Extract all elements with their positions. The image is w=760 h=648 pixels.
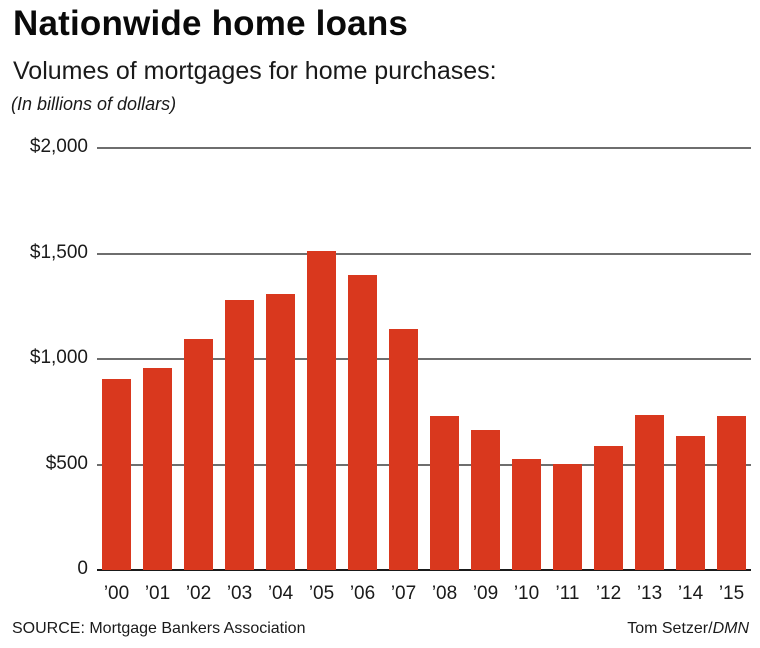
x-tick-label: ’12	[595, 583, 622, 604]
x-tick-label: ’10	[513, 583, 540, 604]
chart-title: Nationwide home loans	[13, 4, 409, 43]
x-tick-label: ’11	[555, 583, 580, 604]
bar	[430, 415, 459, 570]
bar	[102, 379, 131, 570]
x-axis-baseline	[97, 569, 751, 571]
bar	[676, 436, 705, 570]
x-tick-label: ’05	[308, 583, 335, 604]
y-tick-label: $2,000	[29, 136, 88, 157]
x-tick-label: ’09	[472, 583, 499, 604]
bar	[717, 415, 746, 570]
x-tick-label: ’06	[349, 583, 376, 604]
y-tick-label: $500	[45, 452, 88, 474]
credit-name: Tom Setzer/	[627, 620, 713, 637]
gridline	[97, 463, 751, 466]
bar	[471, 430, 500, 570]
bar	[553, 464, 582, 570]
chart-subtitle: Volumes of mortgages for home purchases:	[13, 57, 497, 85]
x-tick-label: ’08	[431, 583, 458, 604]
gridline	[97, 252, 751, 255]
bar	[594, 445, 623, 570]
bar	[266, 294, 295, 570]
bar	[307, 251, 336, 570]
bar	[225, 299, 254, 570]
x-tick-label: ’03	[226, 583, 253, 604]
x-tick-label: ’07	[390, 583, 417, 604]
x-tick-label: ’15	[718, 583, 745, 604]
bar	[184, 338, 213, 570]
bar	[389, 329, 418, 570]
y-tick-label: $1,500	[29, 241, 88, 263]
x-tick-label: ’02	[185, 583, 212, 604]
credit-org: DMN	[712, 620, 749, 637]
x-tick-label: ’13	[636, 583, 663, 604]
gridline	[97, 147, 751, 149]
unit-note: (In billions of dollars)	[11, 94, 177, 114]
x-tick-label: ’04	[267, 583, 294, 604]
gridline	[97, 358, 751, 360]
x-tick-label: ’00	[103, 583, 130, 604]
y-tick-label: $1,000	[29, 347, 88, 368]
source-note: SOURCE: Mortgage Bankers Association	[12, 620, 306, 637]
x-tick-label: ’01	[144, 583, 171, 604]
y-tick-label: 0	[77, 558, 88, 579]
bar	[512, 459, 541, 570]
bar	[143, 368, 172, 570]
credit-line: Tom Setzer/DMN	[627, 620, 749, 638]
bar	[348, 275, 377, 570]
bar	[635, 414, 664, 570]
x-tick-label: ’14	[677, 583, 704, 604]
